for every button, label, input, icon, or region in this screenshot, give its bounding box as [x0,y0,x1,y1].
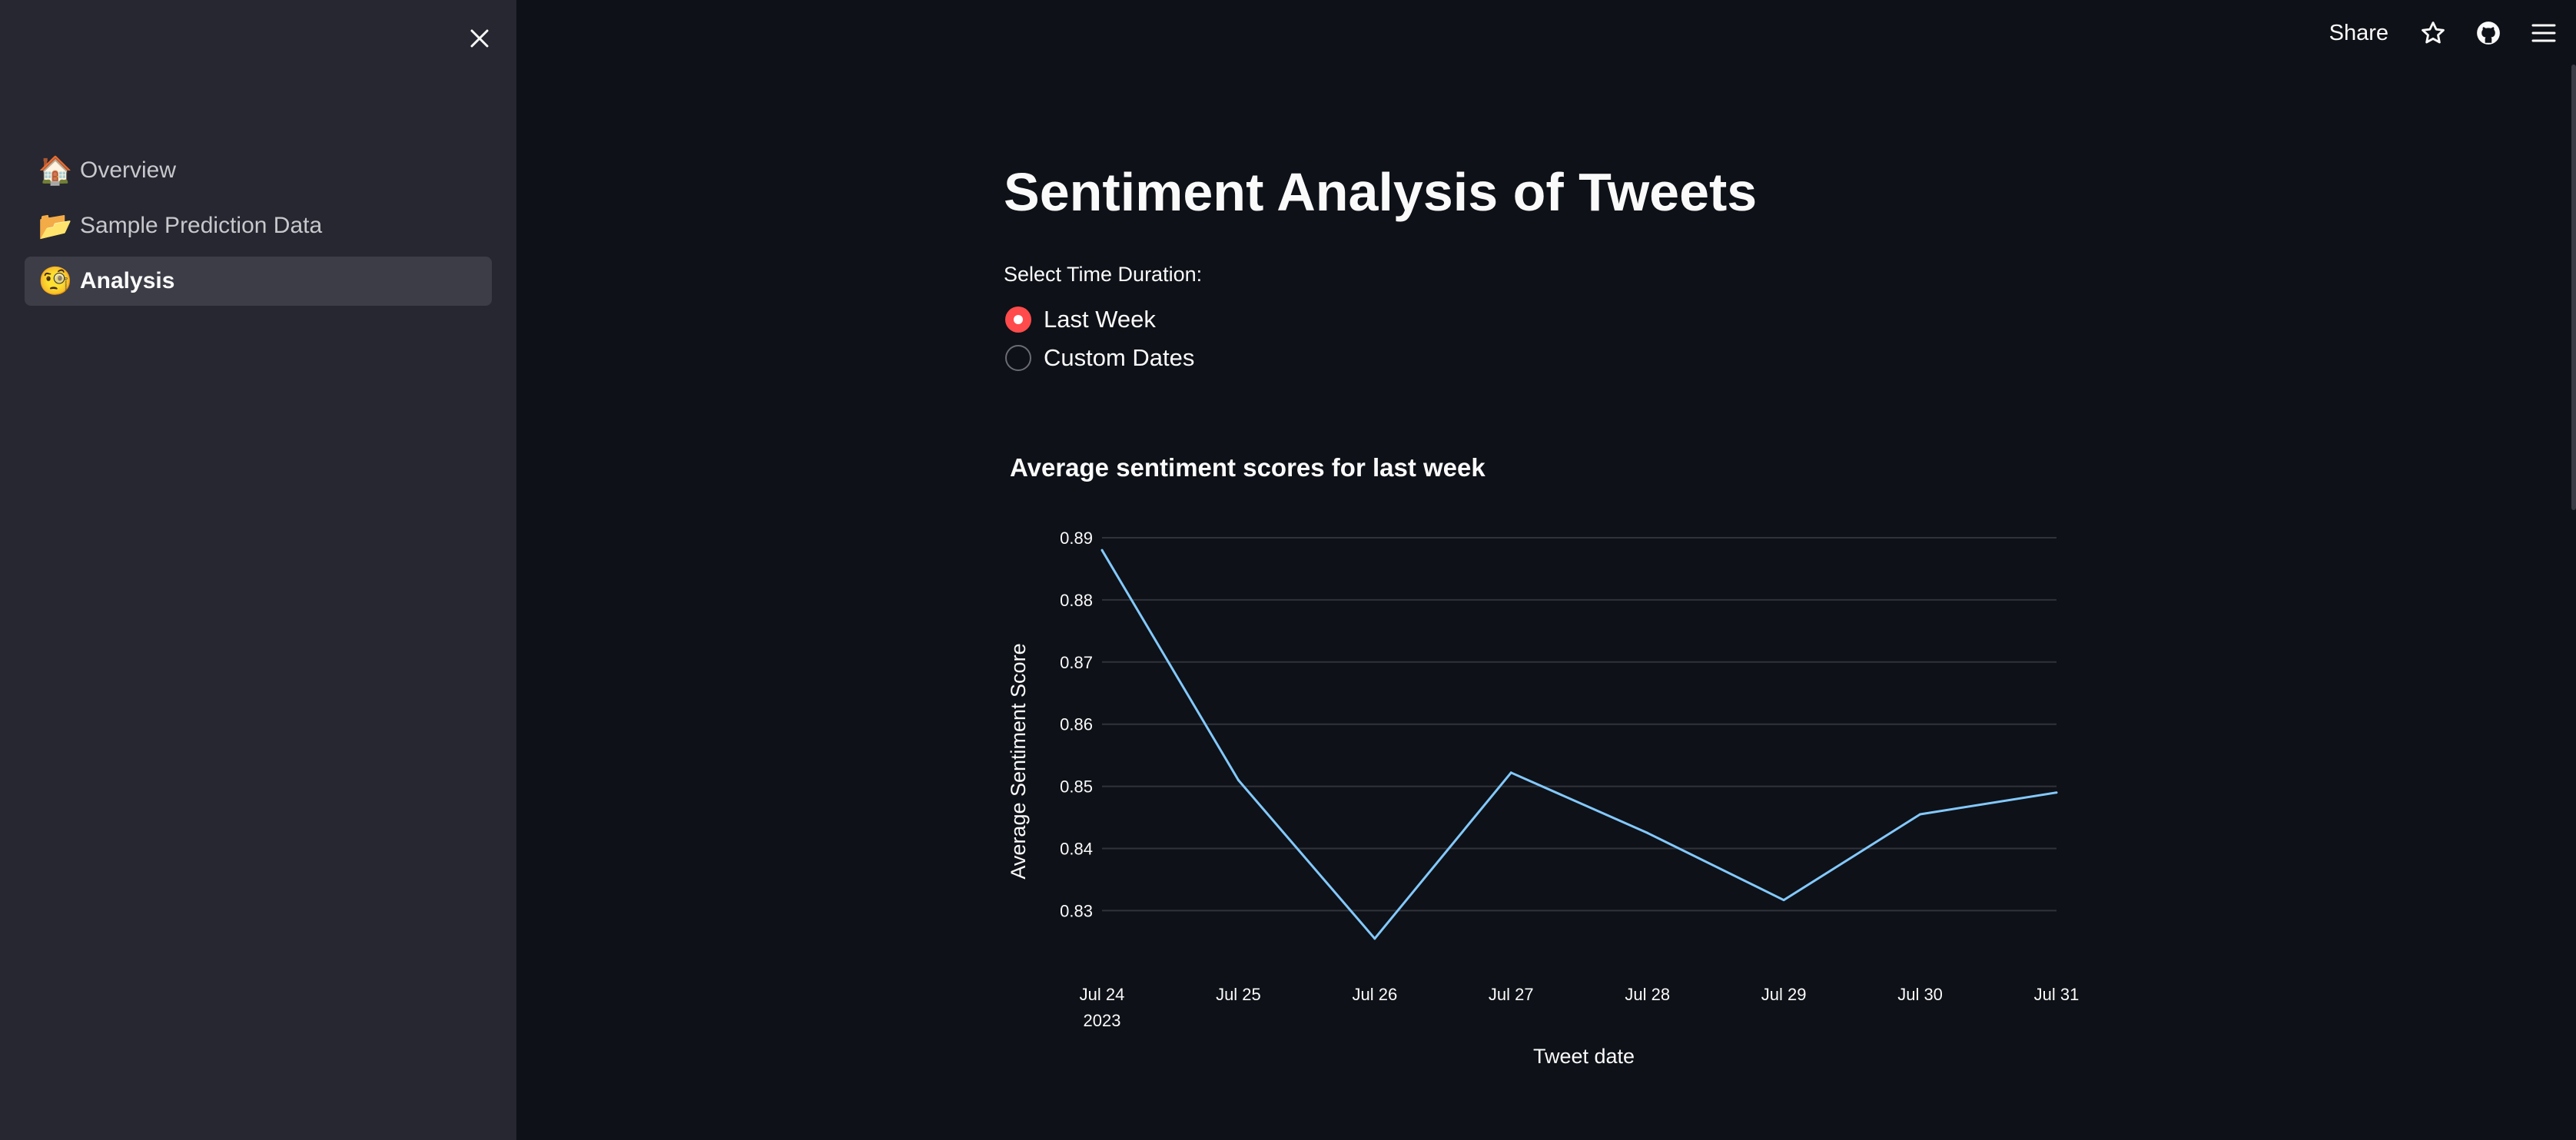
radio-group-label: Select Time Duration: [1004,263,1203,286]
house-icon: 🏠 [38,154,73,186]
sidebar: 🏠 Overview 📂 Sample Prediction Data 🧐 An… [0,0,516,1140]
x-tick-label: Jul 31 [2034,985,2080,1004]
data-point [1646,831,1649,834]
x-tick-year-label: 2023 [1084,1011,1121,1030]
radio-option-last-week[interactable]: Last Week [1005,306,1156,333]
y-tick-label: 0.87 [1060,653,1093,672]
x-tick-label: Jul 27 [1489,985,1534,1004]
github-icon[interactable] [2473,18,2504,48]
sentiment-line-chart: 0.83 0.84 0.85 0.86 0.87 0.88 0.89 Jul 24 Jul 25… [1007,529,2080,1068]
data-point [1782,899,1785,902]
close-sidebar-button[interactable] [458,17,501,60]
sidebar-item-label: Sample Prediction Data [80,213,323,238]
data-point [2055,791,2058,794]
app-header: Share [2329,0,2576,66]
sidebar-item-label: Overview [80,157,177,183]
data-point [1509,771,1512,774]
monocle-face-icon: 🧐 [38,265,73,297]
x-tick-label: Jul 30 [1897,985,1943,1004]
data-point [1919,813,1922,816]
radio-option-label: Custom Dates [1044,344,1195,371]
x-tick-label: Jul 24 [1080,985,1125,1004]
data-point [1100,548,1104,552]
y-tick-label: 0.89 [1060,529,1093,548]
y-tick-label: 0.88 [1060,591,1093,610]
x-tick-label: Jul 26 [1352,985,1397,1004]
x-tick-label: Jul 25 [1216,985,1261,1004]
hamburger-menu-icon[interactable] [2528,18,2559,48]
star-icon[interactable] [2418,18,2448,48]
radio-option-label: Last Week [1044,306,1156,333]
x-axis-title: Tweet date [1533,1045,1635,1068]
sidebar-item-sample-prediction-data[interactable]: 📂 Sample Prediction Data [25,201,492,250]
y-tick-label: 0.83 [1060,901,1093,920]
y-axis-title: Average Sentiment Score [1007,643,1030,879]
sidebar-item-overview[interactable]: 🏠 Overview [25,146,492,195]
y-tick-label: 0.84 [1060,840,1093,859]
radio-selected-icon [1005,307,1031,333]
sidebar-item-analysis[interactable]: 🧐 Analysis [25,257,492,306]
series-line [1100,549,2057,940]
page-title: Sentiment Analysis of Tweets [1004,162,1758,222]
y-tick-label: 0.85 [1060,777,1093,797]
close-icon [470,29,489,48]
data-point [1237,779,1240,782]
share-button[interactable]: Share [2329,20,2388,45]
x-tick-label: Jul 28 [1625,985,1670,1004]
sidebar-item-label: Analysis [80,268,175,293]
scrollbar[interactable] [2571,65,2576,510]
radio-unselected-icon [1005,345,1031,371]
sidebar-nav: 🏠 Overview 📂 Sample Prediction Data 🧐 An… [25,146,492,312]
y-tick-label: 0.86 [1060,715,1093,734]
x-tick-label: Jul 29 [1761,985,1807,1004]
folder-icon: 📂 [38,210,73,241]
data-point [1373,937,1376,940]
radio-option-custom-dates[interactable]: Custom Dates [1005,344,1194,372]
chart-title: Average sentiment scores for last week [1010,453,1486,482]
